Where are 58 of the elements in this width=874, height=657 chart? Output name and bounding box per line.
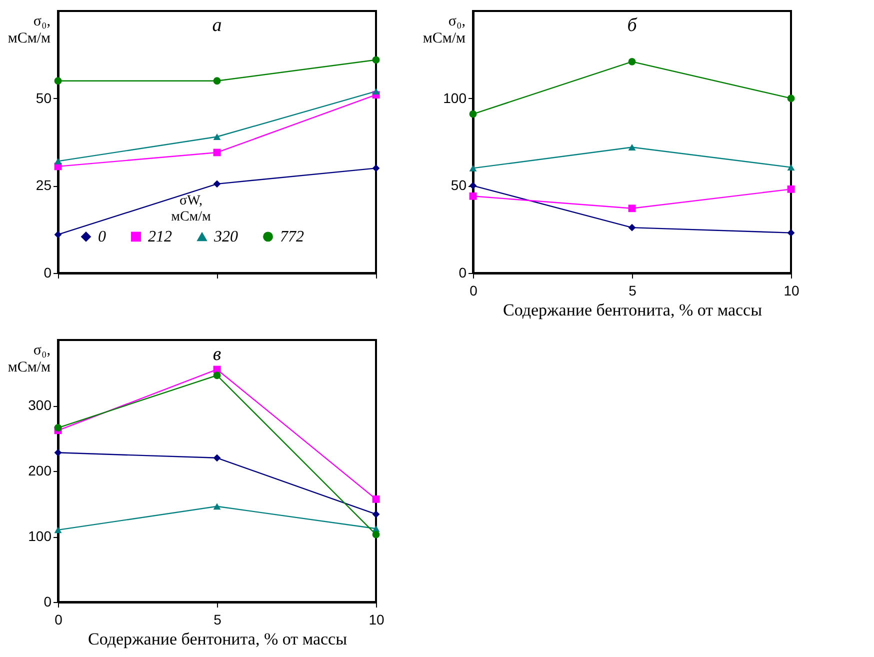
- point: [213, 77, 221, 85]
- point: [372, 495, 380, 503]
- y-tick-label: 300: [28, 397, 52, 413]
- x-tick-label: 0: [54, 612, 63, 628]
- x-tick-label: 10: [368, 612, 384, 628]
- legend-label: 212: [148, 228, 172, 246]
- x-tick-label: 10: [784, 282, 800, 298]
- point: [54, 448, 62, 456]
- point: [54, 158, 62, 164]
- y-tick-label: 0: [44, 264, 52, 280]
- y-tick-label: 100: [28, 528, 52, 544]
- point: [213, 180, 221, 188]
- point: [54, 230, 62, 238]
- point: [787, 185, 795, 193]
- y-axis-title: σ₀, мСм/м: [8, 342, 51, 376]
- x-axis-title: Содержание бентонита, % от массы: [502, 300, 763, 320]
- x-tick-label: 5: [214, 612, 222, 628]
- y-tick-label: 25: [36, 177, 52, 194]
- y-tick-label: 200: [28, 462, 52, 478]
- point: [628, 224, 636, 232]
- legend-label: 0: [98, 228, 106, 246]
- point: [469, 164, 477, 172]
- point: [787, 94, 795, 102]
- point: [628, 204, 636, 212]
- point: [787, 164, 795, 171]
- chart-title: б: [627, 15, 638, 36]
- point: [54, 526, 62, 534]
- point: [372, 530, 380, 538]
- legend-label: 772: [280, 228, 304, 246]
- point: [213, 503, 221, 510]
- x-axis-title: Содержание бентонита, % от массы: [88, 630, 348, 648]
- point: [469, 192, 477, 200]
- point: [628, 58, 636, 66]
- chart-title: а: [212, 15, 222, 36]
- x-tick-label: 0: [470, 282, 478, 298]
- legend-label: 320: [213, 228, 238, 246]
- x-tick-label: 5: [628, 282, 637, 298]
- y-tick-label: 0: [44, 594, 52, 610]
- legend-title: σW, мСм/м: [171, 194, 212, 225]
- point: [213, 134, 221, 140]
- y-tick-label: 0: [458, 264, 467, 280]
- point: [54, 77, 62, 85]
- point: [213, 454, 221, 462]
- point: [469, 182, 477, 190]
- chart-title: в: [212, 344, 222, 365]
- point: [787, 229, 795, 237]
- point: [469, 110, 477, 118]
- y-tick-label: 50: [450, 177, 467, 194]
- point: [213, 372, 221, 380]
- point: [372, 164, 380, 172]
- point: [372, 88, 380, 95]
- point: [628, 144, 636, 150]
- point: [372, 56, 380, 64]
- y-tick-label: 100: [443, 90, 467, 106]
- y-tick-label: 50: [36, 90, 52, 106]
- y-axis-title: σ₀, мСм/м: [8, 14, 51, 46]
- y-axis-title: σ₀, мСм/м: [422, 14, 466, 46]
- point: [54, 424, 62, 432]
